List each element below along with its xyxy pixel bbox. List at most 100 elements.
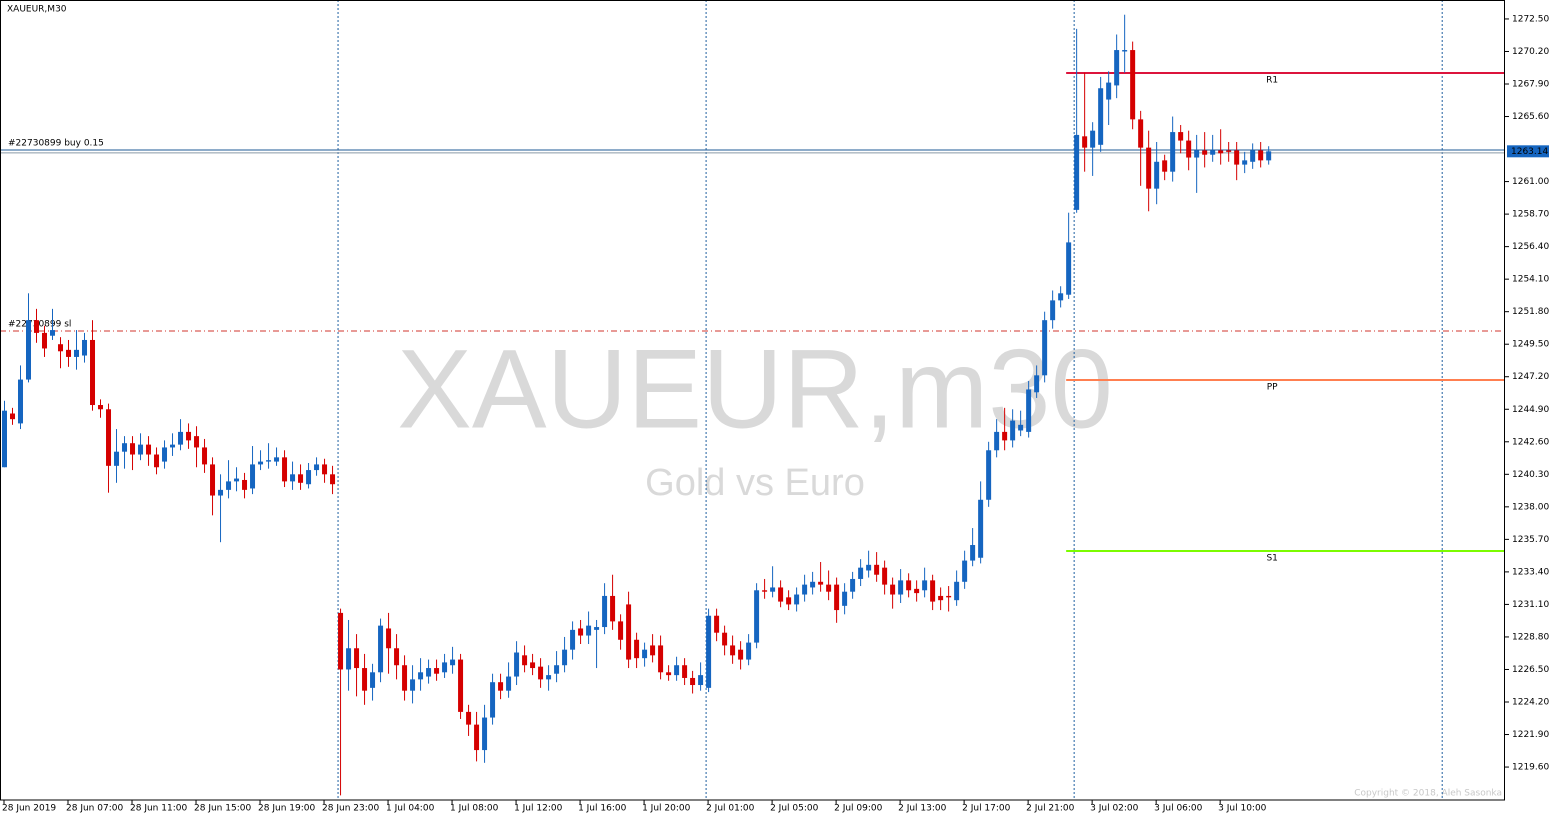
candle-body [994,431,1000,451]
candle-body [1170,132,1176,172]
candle-body [914,588,920,594]
candle-body [514,652,520,677]
candle-body [66,349,72,357]
candle-body [1242,160,1248,165]
candle-body [466,711,472,725]
candle-body [610,595,616,622]
x-tick-label: 2 Jul 17:00 [962,804,1011,814]
candle-body [850,578,856,592]
candle-body [986,450,992,500]
candle-body [762,590,768,592]
x-tick-label: 28 Jun 15:00 [194,804,251,814]
candle-body [1162,160,1168,172]
candle-body [594,627,600,630]
y-tick-label: 1231.10 [1512,600,1549,610]
y-tick-label: 1267.90 [1512,80,1549,90]
candle-body [706,615,712,688]
candle-body [954,581,960,601]
candle-body [394,648,400,666]
candle-body [90,339,96,406]
pivot-label: S1 [1266,553,1277,563]
candle-body [810,581,816,588]
candle-body [50,330,56,336]
candle-body [1210,150,1216,155]
candle-body [1082,136,1088,148]
candle-body [746,642,752,660]
candle-body [634,639,640,659]
candle-body [410,679,416,691]
candle-body [346,648,352,670]
x-tick-label: 1 Jul 04:00 [386,804,435,814]
candle-body [1018,424,1024,431]
candle-body [1146,147,1152,189]
order-label: #22730899 buy 0.15 [8,139,104,149]
candle-body [58,344,64,352]
candle-body [242,479,248,490]
candle-body [402,665,408,691]
candle-body [1026,389,1032,432]
y-tick-label: 1226.50 [1512,665,1549,675]
candle-body [274,457,280,462]
y-tick-label: 1221.90 [1512,730,1549,740]
candle-body [82,339,88,356]
y-tick-label: 1240.30 [1512,470,1549,480]
candle-body [1250,150,1256,162]
candle-body [426,668,432,677]
candle-body [1010,420,1016,441]
candle-body [690,677,696,686]
candle-body [778,587,784,602]
x-tick-label: 2 Jul 05:00 [770,804,819,814]
y-tick-label: 1219.60 [1512,763,1549,773]
x-tick-label: 2 Jul 01:00 [706,804,755,814]
candle-body [98,405,104,410]
candle-body [1042,320,1048,376]
candle-body [202,447,208,465]
candle-body [482,717,488,751]
candle-body [970,545,976,561]
x-tick-label: 2 Jul 13:00 [898,804,947,814]
candle-body [978,499,984,558]
y-tick-label: 1251.80 [1512,307,1549,317]
candle-body [1186,140,1192,158]
x-tick-label: 28 Jun 19:00 [258,804,315,814]
candle-body [578,628,584,636]
candle-body [354,648,360,669]
candle-body [330,474,336,485]
candle-body [626,604,632,660]
candle-body [362,668,368,691]
x-tick-label: 2 Jul 09:00 [834,804,883,814]
candle-body [898,580,904,595]
candle-body [298,474,304,483]
y-tick-label: 1272.50 [1512,14,1549,24]
x-tick-label: 1 Jul 20:00 [642,804,691,814]
candle-body [18,379,24,424]
candle-body [1194,150,1200,158]
candle-body [1226,150,1232,152]
symbol-label: XAUEUR,M30 [7,5,67,15]
candle-body [674,665,680,676]
candle-body [218,489,224,496]
candle-body [842,591,848,606]
candle-body [282,457,288,482]
candle-body [162,447,168,462]
candle-body [546,675,552,680]
candle-body [1058,293,1064,301]
x-tick-label: 3 Jul 06:00 [1154,804,1203,814]
y-tick-label: 1249.50 [1512,340,1549,350]
candle-body [922,580,928,591]
candle-body [1266,151,1272,161]
candle-body [378,625,384,673]
candle-body [1154,161,1160,189]
candle-body [1066,242,1072,295]
candle-body [114,451,120,466]
candle-body [754,590,760,643]
x-tick-label: 3 Jul 02:00 [1090,804,1139,814]
y-tick-label: 1238.00 [1512,502,1549,512]
pivot-label: PP [1267,382,1278,392]
candle-body [42,332,48,349]
candle-body [442,662,448,673]
candle-body [1002,431,1008,441]
candle-body [946,595,952,598]
candle-body [770,587,776,592]
